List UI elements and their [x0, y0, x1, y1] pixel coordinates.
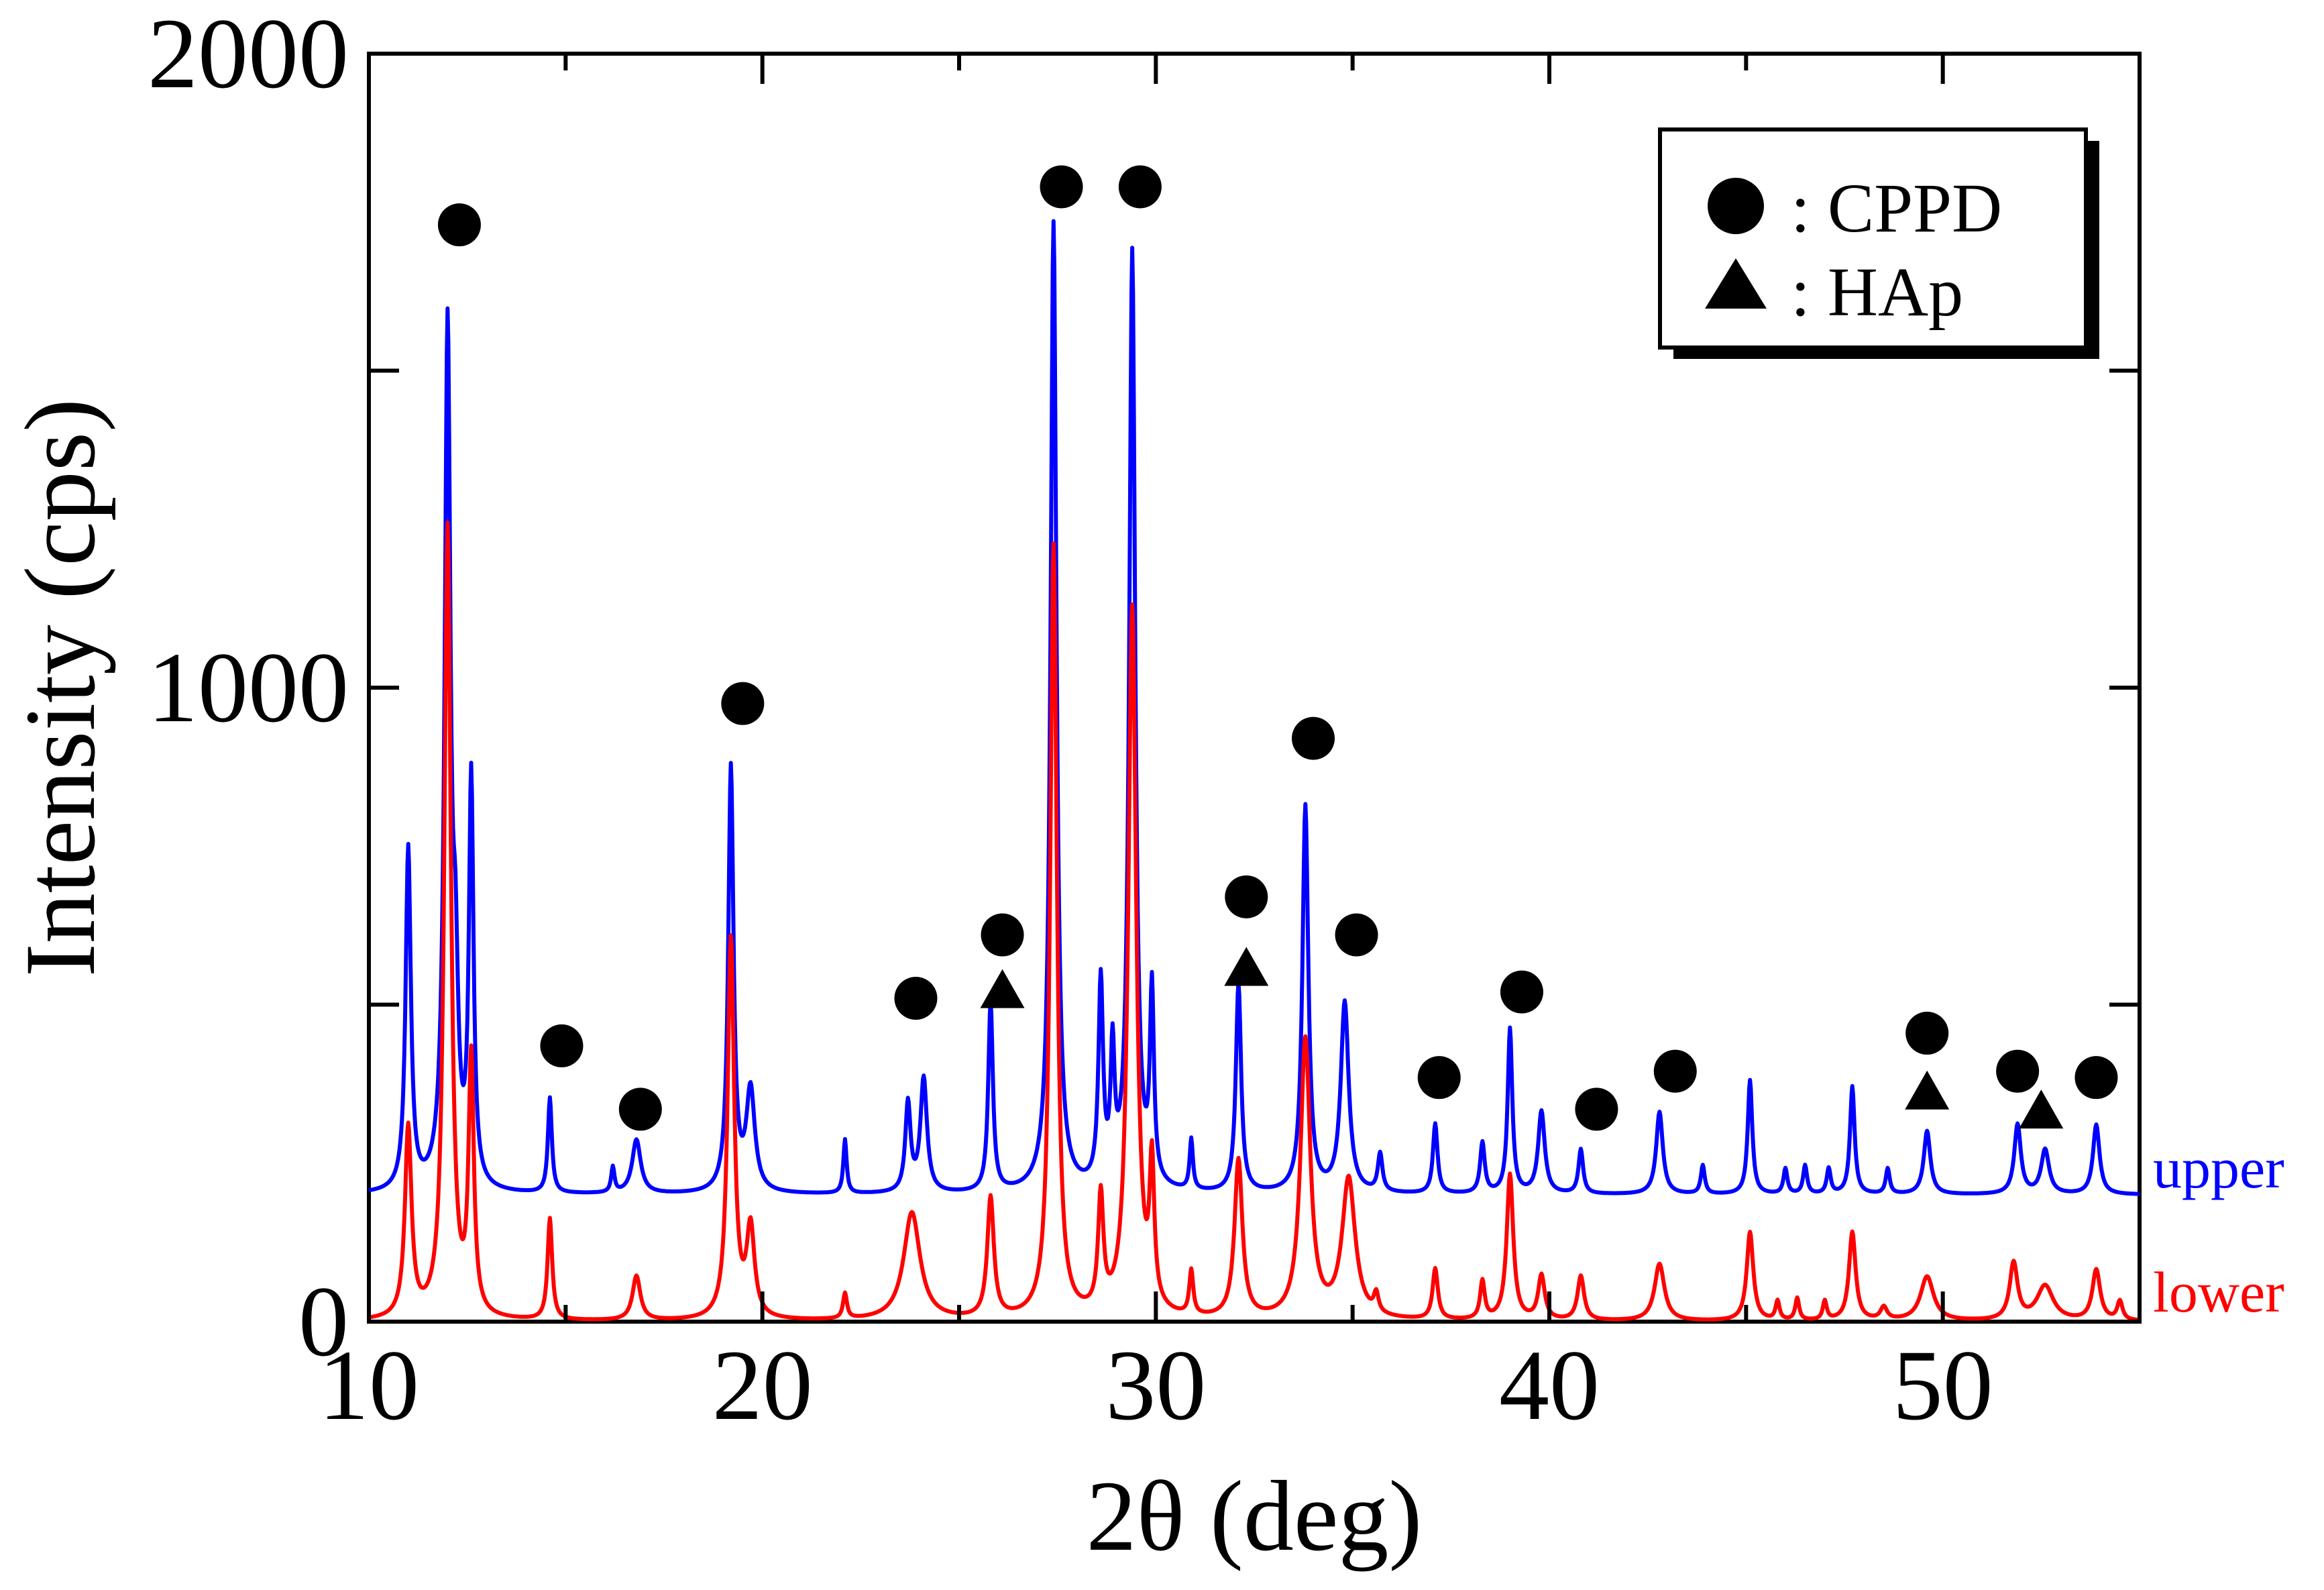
cppd-marker — [1292, 717, 1335, 760]
hap-marker — [980, 969, 1025, 1008]
cppd-marker — [2074, 1056, 2118, 1100]
cppd-marker — [1417, 1056, 1461, 1100]
cppd-marker — [437, 203, 481, 247]
series-label-lower: lower — [2153, 1260, 2284, 1324]
x-tick-label-40: 40 — [1499, 1330, 1600, 1441]
cppd-marker — [540, 1024, 584, 1067]
series-layer — [368, 219, 2141, 1322]
cppd-marker — [981, 913, 1024, 957]
cppd-marker — [894, 977, 938, 1020]
cppd-marker — [1575, 1088, 1618, 1131]
cppd-marker — [721, 682, 765, 725]
hap-marker — [1224, 947, 1269, 986]
x-tick-label-20: 20 — [712, 1330, 813, 1441]
cppd-marker — [1225, 875, 1268, 918]
x-axis-title: 2θ (deg) — [1087, 1461, 1423, 1572]
cppd-marker — [1500, 970, 1543, 1014]
tick-layer — [367, 52, 2142, 1324]
y-tick-label-2000: 2000 — [148, 0, 349, 109]
legend-label-hap: : HAp — [1791, 254, 1963, 331]
cppd-marker — [1653, 1049, 1697, 1093]
x-tick-label-10: 10 — [319, 1330, 419, 1441]
series-line-upper — [368, 219, 2141, 1196]
legend-triangle-icon — [1705, 258, 1767, 309]
legend: : CPPD : HAp — [1658, 127, 2099, 359]
x-tick-label-50: 50 — [1893, 1330, 1993, 1441]
cppd-marker — [1040, 165, 1083, 209]
y-axis-title: Intensity (cps) — [5, 399, 116, 977]
y-tick-label-0: 0 — [298, 1266, 349, 1377]
hap-marker — [1905, 1070, 1950, 1110]
legend-box — [1658, 127, 2088, 350]
cppd-marker — [1905, 1012, 1949, 1055]
legend-label-cppd: : CPPD — [1791, 170, 2002, 247]
y-tick-label-1000: 1000 — [148, 632, 349, 743]
cppd-marker — [1118, 165, 1162, 209]
x-tick-label-30: 30 — [1105, 1330, 1206, 1441]
cppd-marker — [1996, 1049, 2040, 1093]
series-label-upper: upper — [2153, 1136, 2284, 1200]
cppd-marker — [1335, 913, 1378, 957]
cppd-marker — [618, 1088, 662, 1131]
marker-layer — [437, 165, 2118, 1131]
hap-marker — [2019, 1090, 2064, 1129]
legend-circle-icon — [1708, 178, 1764, 234]
series-line-lower — [368, 520, 2141, 1322]
